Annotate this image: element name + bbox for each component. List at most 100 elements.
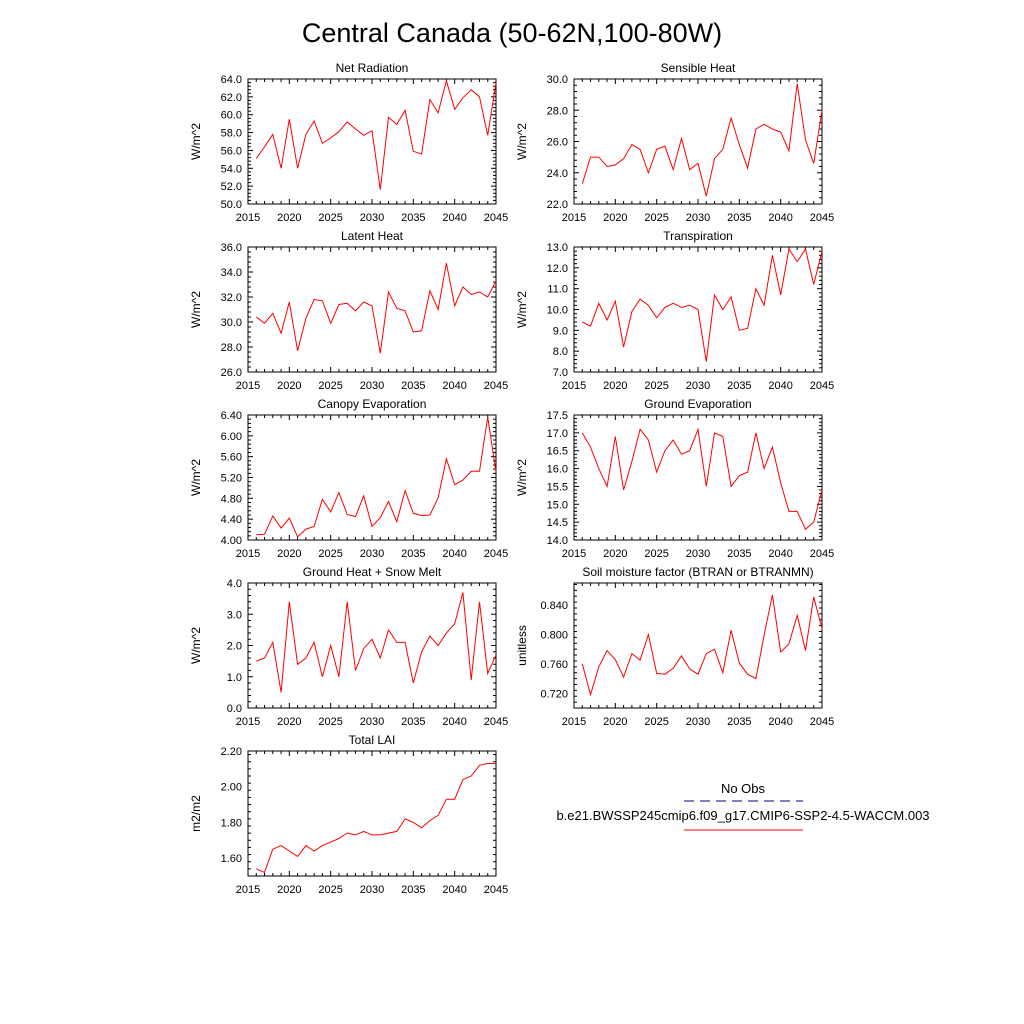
y-tick-label: 26.0: [547, 137, 568, 149]
legend: No Obs b.e21.BWSSP245cmip6.f09_g17.CMIP6…: [556, 781, 930, 831]
chart-panel-0: Net Radiation W/m^2 2015 2020 2025 2030 2035 20…: [189, 61, 508, 224]
chart-panel-7: Soil moisture factor (BTRAN or BTRANMN) u…: [515, 565, 834, 728]
y-axis-label: W/m^2: [189, 459, 203, 496]
y-tick-label: 9.0: [553, 325, 568, 337]
x-tick-label: 2040: [442, 380, 466, 392]
y-tick-label: 10.0: [547, 305, 568, 317]
y-tick-label: 17.0: [547, 428, 568, 440]
y-tick-label: 58.0: [221, 128, 242, 140]
y-tick-label: 26.0: [221, 367, 242, 379]
chart-title: Ground Heat + Snow Melt: [303, 565, 442, 579]
legend-obs-label: No Obs: [721, 781, 766, 796]
x-tick-label: 2030: [686, 716, 710, 728]
y-tick-label: 4.80: [221, 493, 242, 505]
x-tick-label: 2035: [401, 716, 425, 728]
x-tick-label: 2035: [727, 380, 751, 392]
x-tick-label: 2025: [644, 380, 668, 392]
chart-panel-3: Transpiration W/m^2 2015 2020 2025 2030 2035 20…: [515, 229, 834, 392]
x-tick-label: 2040: [768, 716, 792, 728]
y-tick-label: 3.0: [227, 609, 242, 621]
x-tick-label: 2030: [360, 884, 384, 896]
y-axis-label: W/m^2: [515, 123, 529, 160]
chart-title: Ground Evaporation: [644, 397, 751, 411]
x-tick-label: 2015: [562, 212, 586, 224]
page-title: Central Canada (50-62N,100-80W): [302, 18, 722, 48]
chart-panel-2: Latent Heat W/m^2 2015 2020 2025 2030 2035 2040…: [189, 229, 508, 392]
x-tick-label: 2040: [442, 548, 466, 560]
y-tick-label: 17.5: [547, 410, 568, 422]
y-tick-label: 36.0: [221, 242, 242, 254]
x-tick-label: 2020: [277, 884, 301, 896]
y-axis-label: m2/m2: [189, 795, 203, 832]
x-tick-label: 2040: [442, 212, 466, 224]
x-tick-label: 2035: [401, 884, 425, 896]
x-tick-label: 2030: [360, 212, 384, 224]
x-tick-label: 2025: [318, 716, 342, 728]
y-tick-label: 2.0: [227, 641, 242, 653]
x-tick-label: 2045: [484, 716, 508, 728]
y-tick-label: 32.0: [221, 292, 242, 304]
x-tick-label: 2030: [686, 380, 710, 392]
chart-title: Canopy Evaporation: [318, 397, 427, 411]
x-tick-label: 2040: [768, 548, 792, 560]
y-tick-label: 1.80: [221, 817, 242, 829]
panels: Net Radiation W/m^2 2015 2020 2025 2030 2035 20…: [189, 61, 834, 896]
y-tick-label: 0.760: [540, 659, 568, 671]
y-axis-label: unitless: [515, 625, 529, 666]
x-tick-label: 2025: [644, 548, 668, 560]
x-tick-label: 2020: [603, 716, 627, 728]
y-tick-label: 54.0: [221, 163, 242, 175]
y-axis-label: W/m^2: [189, 627, 203, 664]
x-tick-label: 2035: [401, 548, 425, 560]
y-tick-label: 14.5: [547, 517, 568, 529]
x-tick-label: 2035: [727, 548, 751, 560]
y-tick-label: 13.0: [547, 242, 568, 254]
y-tick-label: 14.0: [547, 535, 568, 547]
series-line-0: [581, 594, 823, 697]
plot-frame: [247, 414, 497, 541]
series-line-0: [581, 83, 823, 197]
x-tick-label: 2045: [484, 548, 508, 560]
x-tick-label: 2035: [727, 212, 751, 224]
x-tick-label: 2030: [360, 716, 384, 728]
x-tick-label: 2025: [318, 548, 342, 560]
x-tick-label: 2020: [277, 716, 301, 728]
x-tick-label: 2020: [277, 548, 301, 560]
x-tick-label: 2045: [810, 380, 834, 392]
y-tick-label: 4.40: [221, 514, 242, 526]
y-tick-label: 7.0: [553, 367, 568, 379]
x-tick-label: 2040: [442, 716, 466, 728]
chart-panel-5: Ground Evaporation W/m^2 2015 2020 2025 2030 2…: [515, 397, 834, 560]
y-tick-label: 28.0: [547, 105, 568, 117]
y-tick-label: 5.60: [221, 452, 242, 464]
chart-title: Net Radiation: [336, 61, 409, 75]
x-tick-label: 2020: [277, 380, 301, 392]
chart-title: Sensible Heat: [661, 61, 736, 75]
chart-title: Latent Heat: [341, 229, 404, 243]
y-tick-label: 5.20: [221, 473, 242, 485]
plot-frame: [247, 246, 497, 373]
plot-frame: [573, 582, 823, 709]
y-tick-label: 34.0: [221, 267, 242, 279]
x-tick-label: 2015: [562, 380, 586, 392]
series-line-0: [581, 427, 823, 531]
y-tick-label: 4.00: [221, 535, 242, 547]
y-tick-label: 15.5: [547, 481, 568, 493]
y-tick-label: 60.0: [221, 110, 242, 122]
y-tick-label: 30.0: [221, 317, 242, 329]
x-tick-label: 2020: [603, 380, 627, 392]
x-tick-label: 2030: [360, 548, 384, 560]
y-tick-label: 16.5: [547, 446, 568, 458]
y-tick-label: 12.0: [547, 263, 568, 275]
x-tick-label: 2035: [401, 212, 425, 224]
series-line-0: [256, 592, 497, 693]
x-tick-label: 2045: [810, 548, 834, 560]
x-tick-label: 2015: [562, 548, 586, 560]
y-axis-label: W/m^2: [515, 459, 529, 496]
chart-title: Soil moisture factor (BTRAN or BTRANMN): [582, 565, 813, 579]
y-tick-label: 2.00: [221, 782, 242, 794]
y-tick-label: 62.0: [221, 92, 242, 104]
x-tick-label: 2040: [768, 212, 792, 224]
x-tick-label: 2025: [318, 884, 342, 896]
